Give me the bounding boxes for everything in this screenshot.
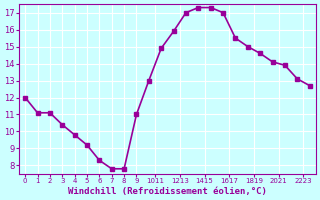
X-axis label: Windchill (Refroidissement éolien,°C): Windchill (Refroidissement éolien,°C) (68, 187, 267, 196)
